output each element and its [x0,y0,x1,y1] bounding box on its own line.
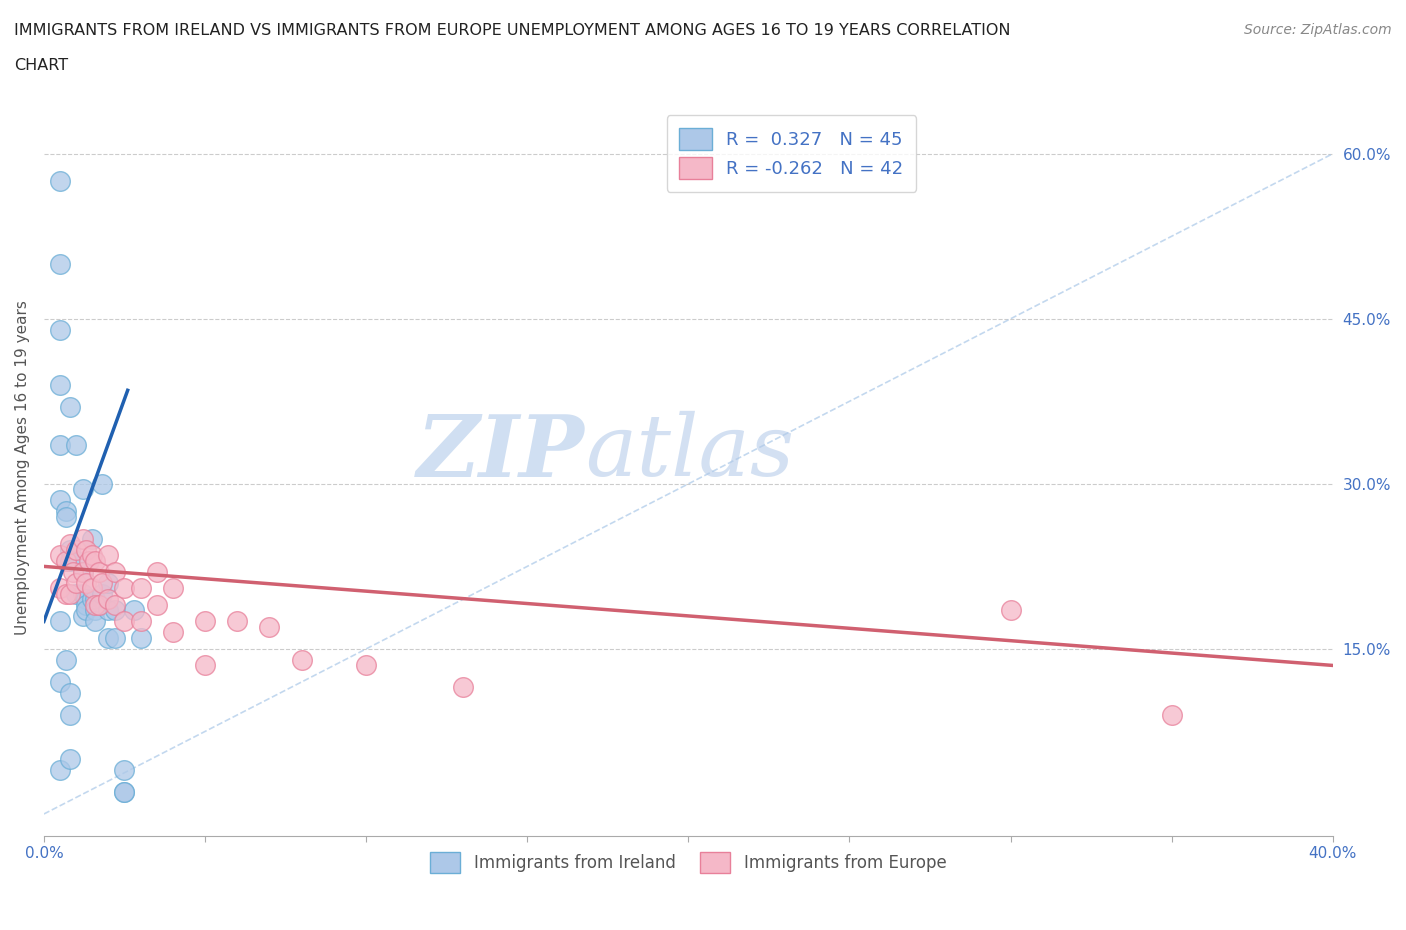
Point [65,553,87,568]
Point [162,625,184,640]
Point [72,587,94,602]
Point [59,553,82,568]
Point [114,785,136,800]
Point [104,631,127,645]
Point [114,785,136,800]
Point [84,592,107,607]
Point [59,708,82,723]
Point [49,438,72,453]
Point [104,565,127,579]
Point [82,531,104,546]
Point [84,553,107,568]
Text: ZIP: ZIP [418,411,585,495]
Point [162,581,184,596]
Point [97,548,120,563]
Point [65,587,87,602]
Point [75,542,97,557]
Point [72,482,94,497]
Point [194,614,217,629]
Point [55,510,77,525]
Point [114,614,136,629]
Point [104,603,127,618]
Point [1160,708,1182,723]
Point [65,576,87,591]
Point [114,763,136,777]
Point [82,548,104,563]
Point [49,257,72,272]
Point [84,603,107,618]
Point [90,576,112,591]
Point [72,565,94,579]
Point [114,581,136,596]
Text: CHART: CHART [14,58,67,73]
Point [97,576,120,591]
Point [59,587,82,602]
Point [77,553,100,568]
Point [55,553,77,568]
Point [97,592,120,607]
Point [194,658,217,673]
Point [55,653,77,668]
Point [87,565,110,579]
Point [129,581,152,596]
Point [145,597,167,612]
Point [59,537,82,551]
Text: IMMIGRANTS FROM IRELAND VS IMMIGRANTS FROM EUROPE UNEMPLOYMENT AMONG AGES 16 TO : IMMIGRANTS FROM IRELAND VS IMMIGRANTS FR… [14,23,1011,38]
Text: atlas: atlas [585,411,794,494]
Point [1000,603,1022,618]
Point [82,592,104,607]
Point [49,614,72,629]
Point [59,751,82,766]
Legend: Immigrants from Ireland, Immigrants from Europe: Immigrants from Ireland, Immigrants from… [423,845,953,879]
Point [49,763,72,777]
Point [451,680,474,695]
Point [65,542,87,557]
Point [84,597,107,612]
Point [97,631,120,645]
Point [104,597,127,612]
Point [129,614,152,629]
Point [97,603,120,618]
Point [87,597,110,612]
Point [75,576,97,591]
Point [129,631,152,645]
Point [59,542,82,557]
Point [75,597,97,612]
Point [145,565,167,579]
Point [49,378,72,392]
Point [49,581,72,596]
Point [49,548,72,563]
Point [72,608,94,623]
Point [62,565,84,579]
Point [90,476,112,491]
Text: Source: ZipAtlas.com: Source: ZipAtlas.com [1244,23,1392,37]
Point [84,614,107,629]
Point [75,592,97,607]
Point [90,587,112,602]
Point [72,565,94,579]
Point [59,685,82,700]
Point [55,504,77,519]
Point [49,174,72,189]
Point [226,614,249,629]
Point [259,619,281,634]
Point [72,531,94,546]
Point [75,603,97,618]
Y-axis label: Unemployment Among Ages 16 to 19 years: Unemployment Among Ages 16 to 19 years [15,299,30,635]
Point [354,658,377,673]
Point [49,674,72,689]
Point [82,581,104,596]
Point [55,587,77,602]
Point [65,438,87,453]
Point [49,493,72,508]
Point [122,603,145,618]
Point [49,323,72,338]
Point [59,399,82,414]
Point [291,653,314,668]
